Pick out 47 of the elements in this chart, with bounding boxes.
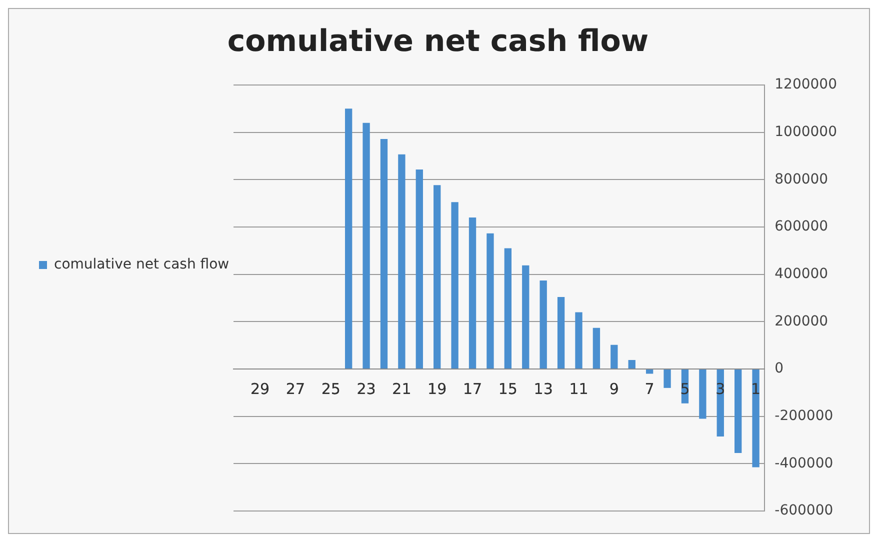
x-tick-label: 19 [428, 380, 447, 398]
x-tick-label: 15 [498, 380, 518, 398]
x-tick-label: 1 [751, 380, 761, 398]
y-tick-label: -200000 [774, 408, 834, 424]
bar [344, 108, 352, 368]
bar [362, 122, 370, 368]
x-tick-label: 17 [462, 380, 482, 398]
y-tick-label: 0 [774, 360, 784, 377]
y-tick-label: 1000000 [774, 124, 838, 140]
x-tick-label: 21 [392, 380, 412, 398]
bar [434, 185, 441, 368]
bar [734, 370, 742, 454]
x-tick-label: 13 [534, 380, 553, 398]
bar [468, 218, 476, 368]
y-tick-label: 1200000 [774, 76, 838, 93]
y-tick-label: 800000 [774, 171, 828, 188]
bar [628, 360, 636, 368]
x-tick-label: 11 [569, 380, 588, 398]
x-tick-label: 9 [609, 380, 619, 398]
chart-title: comulative net cash flow [227, 24, 649, 59]
bar [610, 344, 618, 368]
bar [664, 370, 671, 388]
bar [380, 138, 388, 368]
bar [416, 169, 423, 368]
bar [540, 280, 547, 368]
bar [522, 265, 530, 368]
bar [451, 202, 458, 368]
x-tick-label: 29 [250, 380, 270, 398]
bar [575, 312, 582, 368]
legend-label: comulative net cash flow [54, 256, 230, 273]
x-tick-label: 23 [356, 380, 376, 398]
y-tick-label: -400000 [774, 455, 834, 472]
bar [398, 154, 406, 368]
x-tick-label: 25 [321, 380, 340, 398]
bar [646, 370, 654, 374]
x-tick-label: 27 [286, 380, 306, 398]
y-tick-label: 400000 [774, 266, 828, 282]
bar [699, 370, 706, 419]
bar [504, 248, 512, 368]
y-tick-label: 200000 [774, 313, 828, 330]
bar [486, 233, 494, 368]
y-tick-label: -600000 [774, 502, 834, 519]
x-tick-label: 7 [644, 380, 654, 398]
bar [752, 370, 760, 468]
bar [557, 297, 565, 368]
y-tick-label: 600000 [774, 218, 828, 235]
bar [592, 328, 600, 368]
